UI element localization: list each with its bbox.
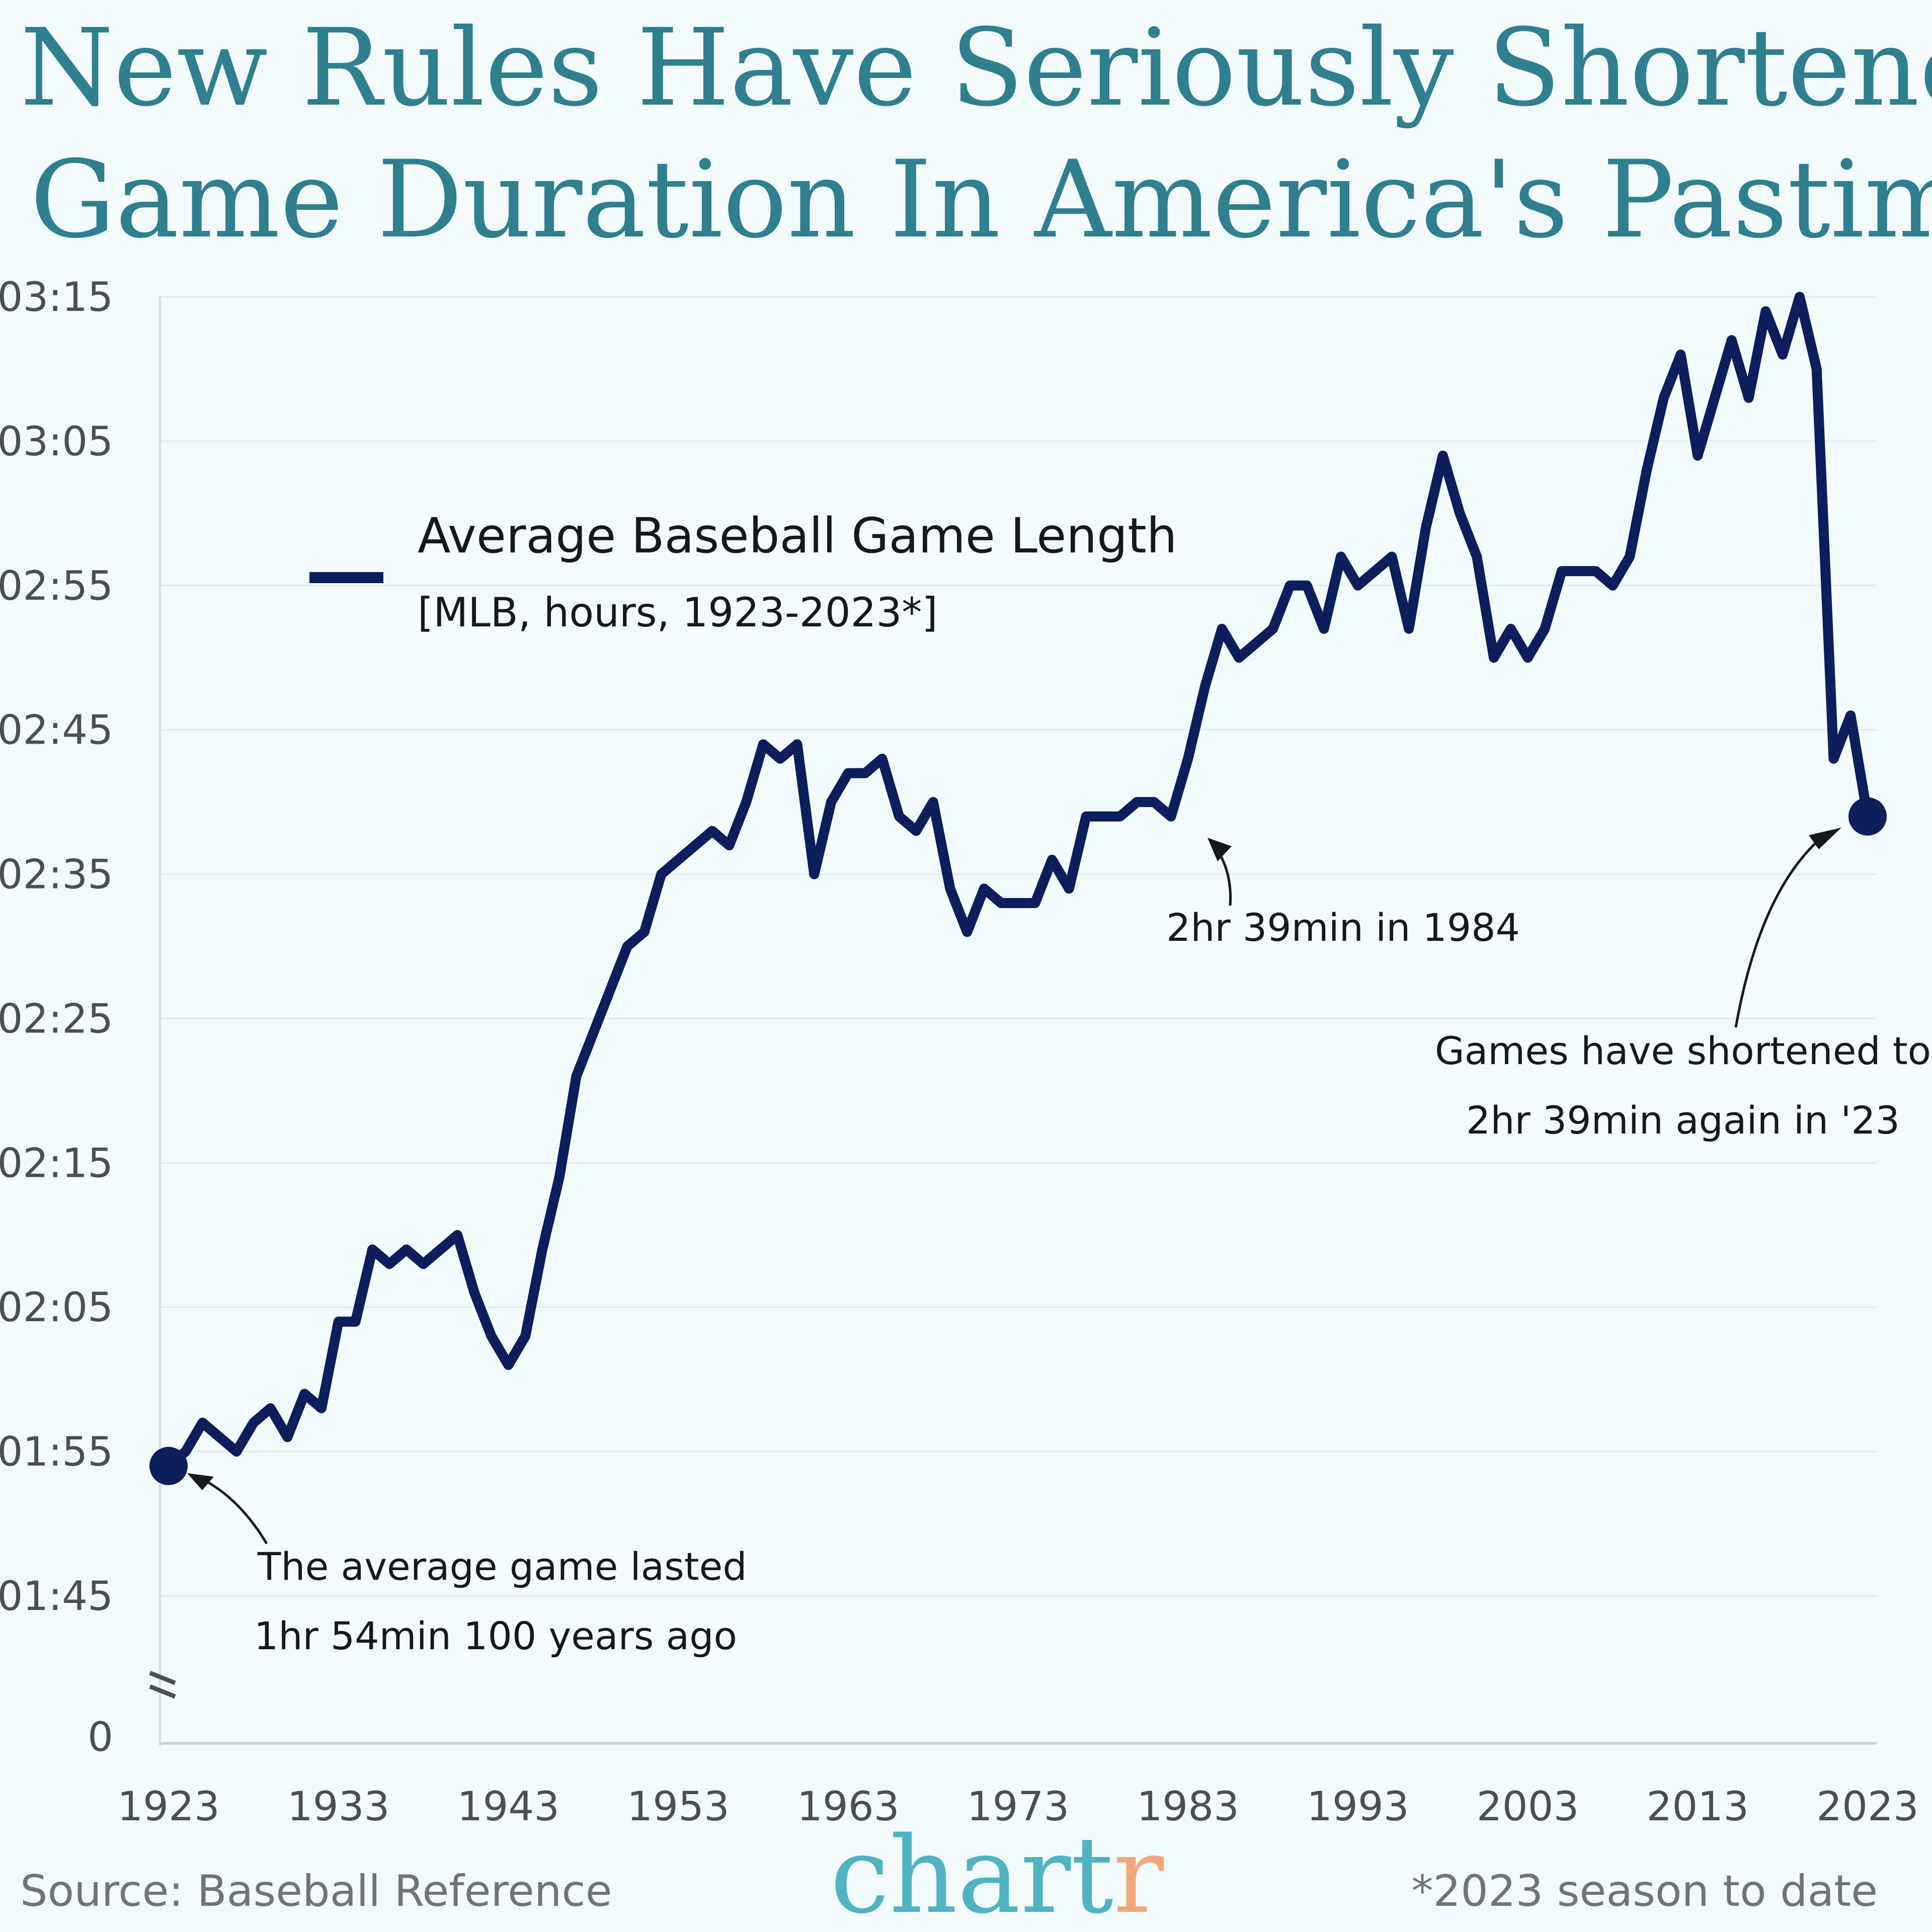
y-tick-label: 02:25: [0, 995, 113, 1042]
annotation-1984: 2hr 39min in 1984: [1166, 905, 1520, 950]
x-tick-label: 1993: [1307, 1783, 1409, 1830]
annotation-arrowhead-1923: [187, 1473, 214, 1490]
x-tick-label: 1943: [457, 1783, 560, 1830]
highlight-point-2023: [1848, 797, 1887, 836]
axis-break-marker: [149, 1670, 176, 1699]
footnote-text: *2023 season to date: [1412, 1866, 1878, 1916]
y-tick-label: 02:15: [0, 1140, 113, 1186]
brand-logo-main: chart: [830, 1814, 1113, 1932]
y-tick-label: 03:05: [0, 418, 113, 465]
x-tick-label: 1933: [287, 1783, 390, 1830]
annotation-2023-line-2: 2hr 39min again in '23: [1466, 1098, 1900, 1143]
annotation-1984-text: 2hr 39min in 1984: [1166, 905, 1520, 950]
annotation-1923-line-2: 1hr 54min 100 years ago: [254, 1614, 737, 1658]
legend-label: Average Baseball Game Length: [418, 508, 1177, 564]
x-tick-label: 1983: [1137, 1783, 1239, 1830]
legend-sublabel: [MLB, hours, 1923-2023*]: [418, 589, 938, 636]
x-tick-label: 1973: [967, 1783, 1070, 1830]
x-tick-label: 1963: [797, 1783, 900, 1830]
y-tick-label: 0: [88, 1714, 113, 1760]
source-text: Source: Baseball Reference: [20, 1866, 612, 1916]
annotation-2023-line-1: Games have shortened to: [1435, 1028, 1931, 1073]
highlight-points: [149, 797, 1887, 1485]
x-tick-labels: 1923 1933 1943 1953 1963 1973 1983 1993 2003 2013…: [117, 1783, 1919, 1830]
annotation-arrowhead-1984: [1208, 838, 1232, 861]
y-tick-label: 02:45: [0, 707, 113, 754]
highlight-point-1923: [149, 1446, 188, 1485]
y-tick-label: 02:05: [0, 1284, 113, 1331]
y-tick-label: 01:45: [0, 1573, 113, 1620]
x-tick-label: 1953: [627, 1783, 730, 1830]
annotation-arrows: [187, 828, 1841, 1545]
grid-lines: [160, 296, 1877, 1597]
annotation-arrow-2023: [1734, 832, 1828, 1028]
legend: Average Baseball Game Length [MLB, hours…: [309, 508, 1177, 636]
y-tick-label: 02:35: [0, 851, 113, 898]
y-tick-labels: 0 01:45 01:55 02:05 02:15 02:25 02:35 02:45 02:5…: [0, 274, 113, 1760]
series-line-average-game-length: [164, 292, 1873, 1471]
annotation-1923: The average game lasted 1hr 54min 100 ye…: [254, 1544, 747, 1658]
chart-title-line-2: Game Duration In America's Pastime: [30, 137, 1932, 262]
y-tick-label: 01:55: [0, 1428, 113, 1475]
x-tick-label: 2013: [1647, 1783, 1749, 1830]
brand-logo-accent: r: [1113, 1814, 1164, 1932]
x-tick-label: 2003: [1477, 1783, 1579, 1830]
annotation-2023: Games have shortened to 2hr 39min again …: [1435, 1028, 1931, 1143]
x-tick-label: 1923: [117, 1783, 220, 1830]
annotation-arrowhead-2023: [1809, 828, 1841, 849]
chart-title-line-1: New Rules Have Seriously Shortened: [20, 6, 1932, 130]
brand-logo: chartr: [830, 1814, 1164, 1932]
x-tick-label: 2023: [1816, 1783, 1919, 1830]
annotation-1923-line-1: The average game lasted: [257, 1544, 747, 1589]
y-tick-label: 03:15: [0, 274, 113, 320]
y-tick-label: 02:55: [0, 562, 113, 609]
